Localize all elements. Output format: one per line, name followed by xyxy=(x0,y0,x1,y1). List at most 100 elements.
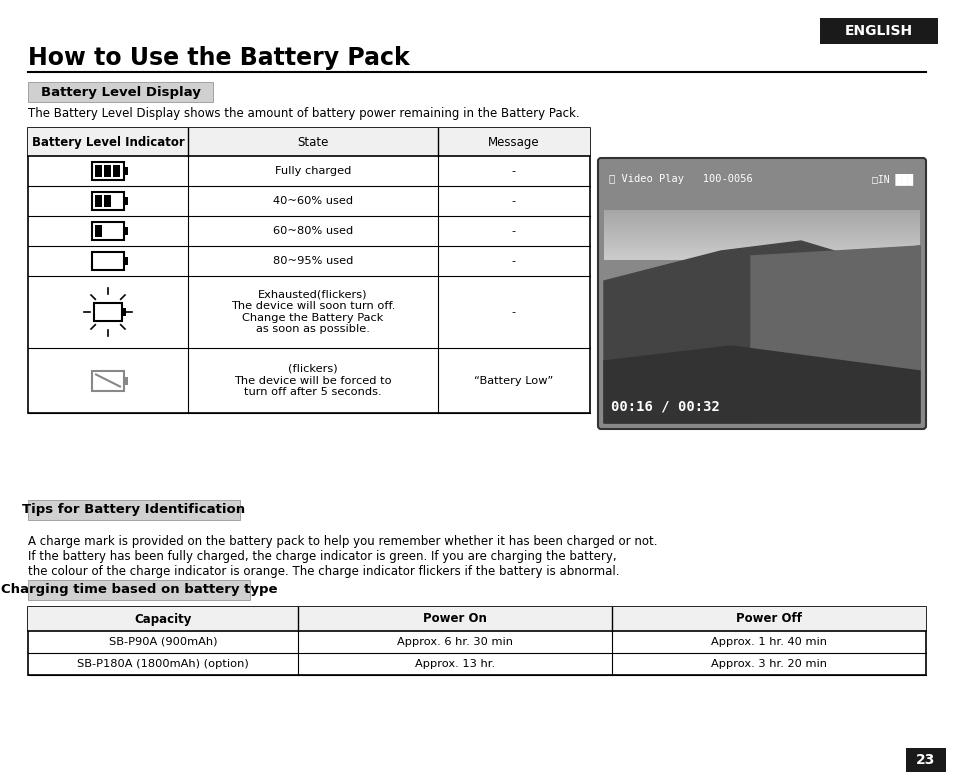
Text: Power On: Power On xyxy=(422,612,486,626)
Bar xyxy=(603,259,919,260)
Bar xyxy=(112,165,120,177)
Bar xyxy=(603,232,919,233)
Bar xyxy=(905,748,945,772)
Bar xyxy=(603,237,919,238)
Bar xyxy=(603,242,919,243)
Bar xyxy=(124,167,128,175)
Bar xyxy=(95,165,102,177)
Bar xyxy=(28,128,589,156)
Bar xyxy=(603,239,919,240)
Bar xyxy=(820,18,937,44)
Bar xyxy=(603,223,919,224)
Bar xyxy=(603,258,919,259)
Bar xyxy=(603,217,919,218)
Text: Battery Level Display: Battery Level Display xyxy=(41,86,200,98)
Bar xyxy=(603,229,919,230)
Bar xyxy=(28,607,925,631)
Text: Charging time based on battery type: Charging time based on battery type xyxy=(1,583,277,597)
Text: 00:16 / 00:32: 00:16 / 00:32 xyxy=(610,399,720,413)
Text: -: - xyxy=(512,256,516,266)
Bar xyxy=(603,211,919,212)
Bar xyxy=(124,257,128,265)
Polygon shape xyxy=(750,246,919,423)
FancyBboxPatch shape xyxy=(598,158,925,429)
Text: 23: 23 xyxy=(915,753,935,767)
Bar xyxy=(603,252,919,253)
Polygon shape xyxy=(603,346,919,423)
Bar xyxy=(603,246,919,247)
Bar xyxy=(91,371,124,390)
Bar xyxy=(603,251,919,252)
Text: How to Use the Battery Pack: How to Use the Battery Pack xyxy=(28,46,410,70)
Bar xyxy=(603,225,919,226)
Bar xyxy=(603,222,919,223)
Bar xyxy=(603,255,919,256)
Text: ENGLISH: ENGLISH xyxy=(844,24,912,38)
Text: Approx. 6 hr. 30 min: Approx. 6 hr. 30 min xyxy=(396,637,513,647)
Bar xyxy=(104,195,111,207)
Text: Message: Message xyxy=(488,136,539,149)
Bar xyxy=(603,247,919,248)
Bar xyxy=(603,212,919,213)
Text: Tips for Battery Identification: Tips for Battery Identification xyxy=(23,503,245,516)
Bar xyxy=(91,162,124,180)
Text: □IN ███: □IN ███ xyxy=(871,173,912,185)
Text: A charge mark is provided on the battery pack to help you remember whether it ha: A charge mark is provided on the battery… xyxy=(28,535,657,578)
Bar xyxy=(603,248,919,249)
Text: Approx. 13 hr.: Approx. 13 hr. xyxy=(415,659,495,669)
Text: 60~80% used: 60~80% used xyxy=(273,226,353,236)
Text: 🎥 Video Play   100-0056: 🎥 Video Play 100-0056 xyxy=(608,174,752,184)
Text: SB-P90A (900mAh): SB-P90A (900mAh) xyxy=(109,637,217,647)
Bar xyxy=(603,236,919,237)
Bar xyxy=(28,82,213,102)
Text: SB-P180A (1800mAh) (option): SB-P180A (1800mAh) (option) xyxy=(77,659,249,669)
Bar xyxy=(603,230,919,231)
Text: Approx. 1 hr. 40 min: Approx. 1 hr. 40 min xyxy=(710,637,826,647)
Bar xyxy=(28,500,240,520)
Text: (flickers)
The device will be forced to
turn off after 5 seconds.: (flickers) The device will be forced to … xyxy=(233,364,392,397)
Bar xyxy=(104,165,111,177)
Text: Battery Level Indicator: Battery Level Indicator xyxy=(31,136,184,149)
Text: -: - xyxy=(512,166,516,176)
Bar xyxy=(603,226,919,227)
Bar xyxy=(124,197,128,205)
Bar xyxy=(603,240,919,241)
Bar xyxy=(603,220,919,221)
Bar xyxy=(603,244,919,245)
Text: 80~95% used: 80~95% used xyxy=(273,256,353,266)
Bar xyxy=(603,231,919,232)
Bar xyxy=(603,210,919,211)
Bar xyxy=(603,238,919,239)
Text: Power Off: Power Off xyxy=(735,612,801,626)
Text: -: - xyxy=(512,307,516,317)
Text: -: - xyxy=(512,196,516,206)
Bar xyxy=(603,214,919,215)
Bar xyxy=(603,254,919,255)
Bar xyxy=(603,221,919,222)
Bar xyxy=(603,213,919,214)
Bar xyxy=(603,233,919,234)
Text: -: - xyxy=(512,226,516,236)
Bar xyxy=(28,128,589,413)
Bar xyxy=(603,241,919,242)
Bar xyxy=(95,225,102,237)
Polygon shape xyxy=(603,241,919,423)
Bar xyxy=(603,256,919,257)
Bar xyxy=(603,218,919,219)
Bar xyxy=(28,607,925,675)
Bar xyxy=(95,195,102,207)
Text: The Battery Level Display shows the amount of battery power remaining in the Bat: The Battery Level Display shows the amou… xyxy=(28,107,579,119)
Bar xyxy=(603,219,919,220)
Bar xyxy=(124,376,128,385)
Bar xyxy=(603,235,919,236)
Text: “Battery Low”: “Battery Low” xyxy=(474,375,553,386)
Text: Capacity: Capacity xyxy=(134,612,192,626)
Bar xyxy=(603,257,919,258)
Bar xyxy=(28,580,250,600)
Bar xyxy=(603,249,919,250)
Text: Exhausted(flickers)
The device will soon turn off.
Change the Battery Pack
as so: Exhausted(flickers) The device will soon… xyxy=(231,290,395,334)
Bar xyxy=(603,224,919,225)
Text: Fully charged: Fully charged xyxy=(274,166,351,176)
Bar xyxy=(91,192,124,210)
Bar xyxy=(603,234,919,235)
